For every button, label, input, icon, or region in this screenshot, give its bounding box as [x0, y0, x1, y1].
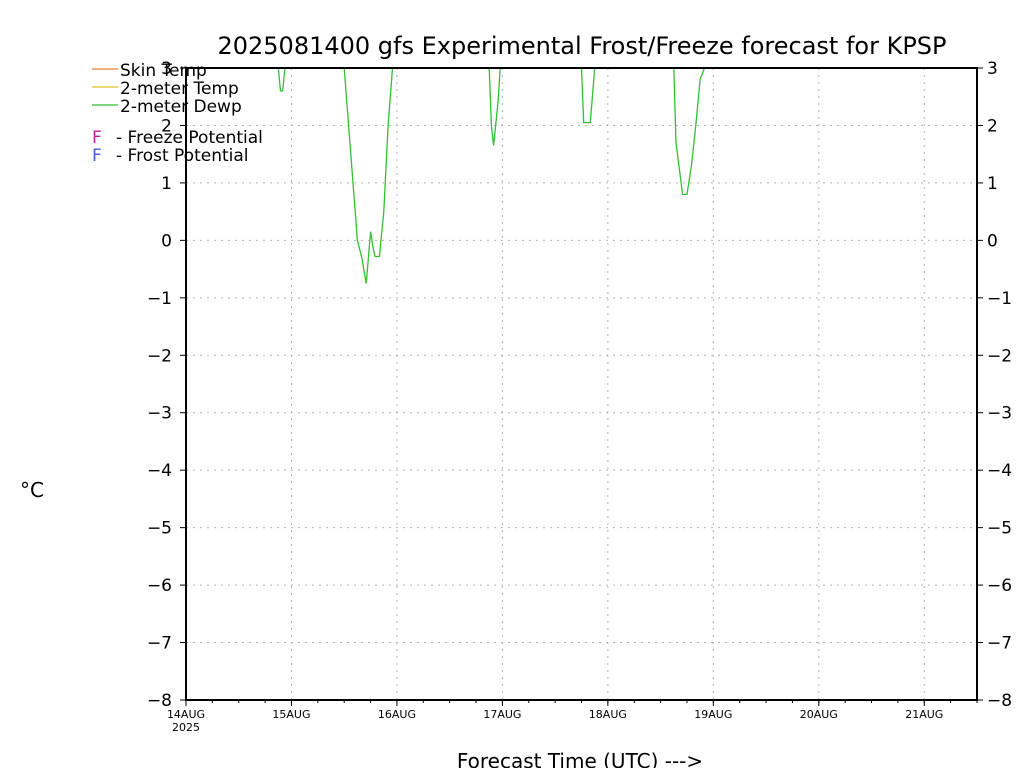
x-tick-label: 16AUG	[378, 708, 416, 721]
legend-label: 2-meter Temp	[120, 79, 239, 99]
y-tick-label-left: 0	[161, 231, 172, 251]
series-line-2m-dewp	[277, 68, 286, 92]
y-tick-label-left: −3	[147, 404, 172, 424]
y-tick-label-right: −7	[987, 634, 1012, 654]
legend-label: Skin Temp	[120, 61, 207, 81]
x-tick-label: 15AUG	[272, 708, 310, 721]
y-tick-label-right: 0	[987, 231, 998, 251]
y-axis-label: °C	[20, 478, 44, 502]
y-tick-label-right: −2	[987, 346, 1012, 366]
y-tick-label-right: 2	[987, 116, 998, 136]
y-tick-label-left: 2	[161, 116, 172, 136]
y-tick-label-right: −3	[987, 404, 1012, 424]
x-tick-label: 21AUG	[905, 708, 943, 721]
y-tick-label-left: 3	[161, 59, 172, 79]
y-tick-label-left: −2	[147, 346, 172, 366]
series-line-2m-dewp	[673, 68, 706, 196]
legend-marker: F	[92, 128, 102, 148]
x-tick-year-label: 2025	[172, 721, 200, 734]
y-tick-label-left: −7	[147, 634, 172, 654]
chart-title: 2025081400 gfs Experimental Frost/Freeze…	[217, 32, 946, 60]
y-tick-label-right: −4	[987, 461, 1012, 481]
y-tick-label-left: −1	[147, 289, 172, 309]
legend-marker: F	[92, 146, 102, 166]
x-tick-label: 14AUG	[167, 708, 205, 721]
y-tick-label-left: −6	[147, 576, 172, 596]
x-tick-label: 19AUG	[694, 708, 732, 721]
y-tick-label-left: −4	[147, 461, 172, 481]
y-tick-label-right: −8	[987, 691, 1012, 711]
plot-frame	[185, 67, 978, 701]
x-tick-label: 20AUG	[800, 708, 838, 721]
x-tick-label: 17AUG	[483, 708, 521, 721]
series-lines	[277, 68, 706, 284]
legend-label: - Freeze Potential	[116, 128, 263, 148]
legend-label: 2-meter Dewp	[120, 97, 242, 117]
axes: 3 3 2 2 1 1 0 0 −1 −1 −2 −2 −3 −3 −4 −4 −5 −5 −6 −6 −7 −7 −8 −8…	[147, 59, 1012, 734]
y-tick-label-right: 3	[987, 59, 998, 79]
series-line-2m-dewp	[343, 68, 394, 284]
x-tick-label: 18AUG	[589, 708, 627, 721]
grid	[186, 68, 977, 700]
x-axis-label: Forecast Time (UTC) --->	[457, 749, 703, 768]
y-tick-label-right: 1	[987, 174, 998, 194]
y-tick-label-left: −5	[147, 519, 172, 539]
y-tick-label-left: 1	[161, 174, 172, 194]
legend-label: - Frost Potential	[116, 146, 249, 166]
y-tick-label-right: −6	[987, 576, 1012, 596]
y-tick-label-right: −1	[987, 289, 1012, 309]
y-tick-label-right: −5	[987, 519, 1012, 539]
series-line-2m-dewp	[580, 68, 596, 124]
y-tick-label-left: −8	[147, 691, 172, 711]
series-line-2m-dewp	[488, 68, 501, 146]
